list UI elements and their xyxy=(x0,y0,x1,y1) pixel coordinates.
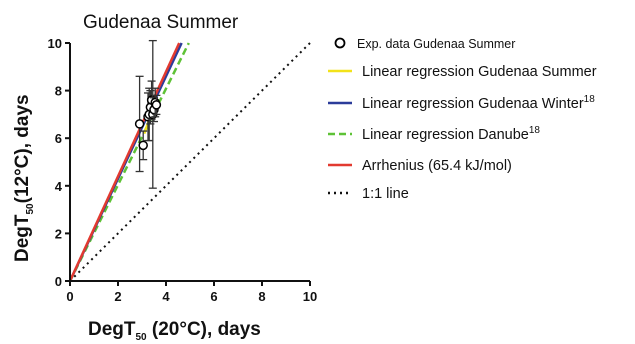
y-tick-label: 10 xyxy=(48,36,62,51)
y-tick-label: 4 xyxy=(55,179,63,194)
legend-item: Linear regression Gudenaa Summer xyxy=(328,64,597,80)
data-point xyxy=(138,140,148,151)
data-point xyxy=(151,100,162,110)
legend-label: Arrhenius (65.4 kJ/mol) xyxy=(362,158,512,174)
data-points xyxy=(134,39,162,189)
legend-label: Linear regression Danube18 xyxy=(362,125,540,143)
x-tick-label: 0 xyxy=(66,289,73,304)
x-ticks: 0 2 4 6 8 10 xyxy=(66,281,317,304)
x-tick-label: 2 xyxy=(114,289,121,304)
x-tick-label: 6 xyxy=(210,289,217,304)
chart-title: Gudenaa Summer xyxy=(83,12,239,33)
x-tick-label: 4 xyxy=(162,289,170,304)
y-tick-label: 8 xyxy=(55,84,62,99)
y-tick-label: 6 xyxy=(55,131,62,146)
legend-label: Exp. data Gudenaa Summer xyxy=(357,37,515,51)
legend-item: Exp. data Gudenaa Summer xyxy=(334,37,515,51)
x-tick-label: 8 xyxy=(258,289,265,304)
data-point xyxy=(134,119,145,129)
y-ticks: 0 2 4 6 8 10 xyxy=(48,36,70,289)
y-tick-label: 0 xyxy=(55,274,62,289)
legend-item: Arrhenius (65.4 kJ/mol) xyxy=(328,158,512,174)
legend-label: Linear regression Gudenaa Summer xyxy=(362,64,597,80)
series-line xyxy=(69,42,311,282)
y-axis-label: DegT50(12°C), days xyxy=(12,94,36,262)
series-marks xyxy=(68,39,311,282)
series-line xyxy=(68,42,181,282)
x-axis-label: DegT50 (20°C), days xyxy=(88,319,261,343)
legend-item: 1:1 line xyxy=(328,186,409,202)
legend-item: Linear regression Danube18 xyxy=(328,125,540,143)
plot-area: 0 2 4 6 8 10 0 2 4 6 8 10 xyxy=(48,36,318,304)
legend: Exp. data Gudenaa Summer Linear regressio… xyxy=(328,37,597,202)
legend-item: Linear regression Gudenaa Winter18 xyxy=(328,94,595,112)
x-tick-label: 10 xyxy=(303,289,317,304)
legend-label: Linear regression Gudenaa Winter18 xyxy=(362,94,595,112)
legend-label: 1:1 line xyxy=(362,186,409,202)
y-tick-label: 2 xyxy=(55,226,62,241)
legend-marker xyxy=(334,37,346,49)
